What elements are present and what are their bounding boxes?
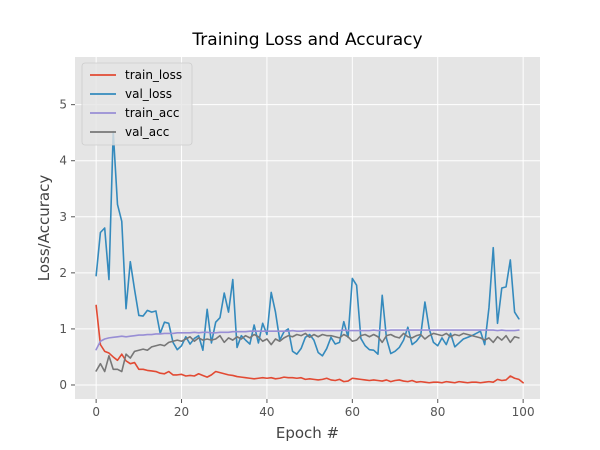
x-tick-label: 40: [259, 405, 274, 419]
legend-label: val_acc: [125, 125, 169, 139]
x-tick-label: 20: [174, 405, 189, 419]
x-tick-label: 0: [92, 405, 100, 419]
legend-label: train_acc: [125, 106, 179, 120]
x-axis-title: Epoch #: [276, 424, 339, 442]
y-tick-label: 0: [59, 378, 67, 392]
axis-ticks: 0 20 40 60 80 100 0 1 2 3 4 5: [59, 98, 534, 419]
x-tick-label: 60: [345, 405, 360, 419]
series-lines: [95, 130, 524, 384]
x-tick-label: 100: [512, 405, 535, 419]
y-tick-label: 5: [59, 98, 67, 112]
legend-label: val_loss: [125, 87, 172, 101]
x-tick-label: 80: [430, 405, 445, 419]
grid: [75, 57, 540, 399]
y-axis-title: Loss/Accuracy: [35, 175, 53, 282]
y-tick-label: 2: [59, 266, 67, 280]
y-tick-label: 3: [59, 210, 67, 224]
chart-title: Training Loss and Accuracy: [191, 30, 422, 50]
legend-label: train_loss: [125, 68, 182, 82]
y-tick-label: 4: [59, 154, 67, 168]
series-line-train-acc: [95, 329, 520, 351]
y-tick-label: 1: [59, 322, 67, 336]
series-line-train-loss: [95, 304, 524, 384]
series-line-val-acc: [95, 332, 520, 373]
legend: train_loss val_loss train_acc val_acc: [81, 62, 193, 146]
legend-box: [81, 62, 193, 146]
